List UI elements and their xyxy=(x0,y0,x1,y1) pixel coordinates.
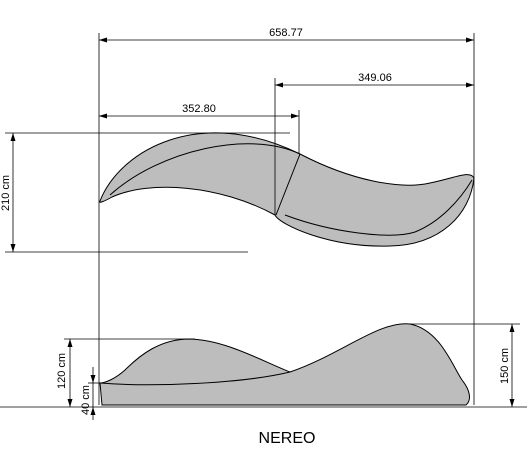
plan-view-shape xyxy=(99,132,475,247)
plan-split-line xyxy=(275,153,301,216)
dim-right-section-label: 349.06 xyxy=(358,72,392,84)
elevation-seat-line xyxy=(99,371,291,386)
elevation-view xyxy=(0,323,527,408)
dimension-lines xyxy=(5,33,520,420)
plan-view xyxy=(99,132,475,247)
elevation-view-shape xyxy=(99,323,470,406)
plan-inner-seam-right xyxy=(284,179,473,236)
dim-height-left-label: 120 cm xyxy=(56,353,68,389)
dim-total-width-label: 658.77 xyxy=(269,27,303,39)
dim-left-section-label: 352.80 xyxy=(182,103,216,115)
dim-plan-depth-label: 210 cm xyxy=(0,175,12,211)
drawing-title: NEREO xyxy=(259,430,316,447)
dim-height-right-label: 150 cm xyxy=(499,348,511,384)
plan-inner-seam-left xyxy=(109,143,301,196)
dim-seat-height-label: 40 cm xyxy=(80,385,92,415)
